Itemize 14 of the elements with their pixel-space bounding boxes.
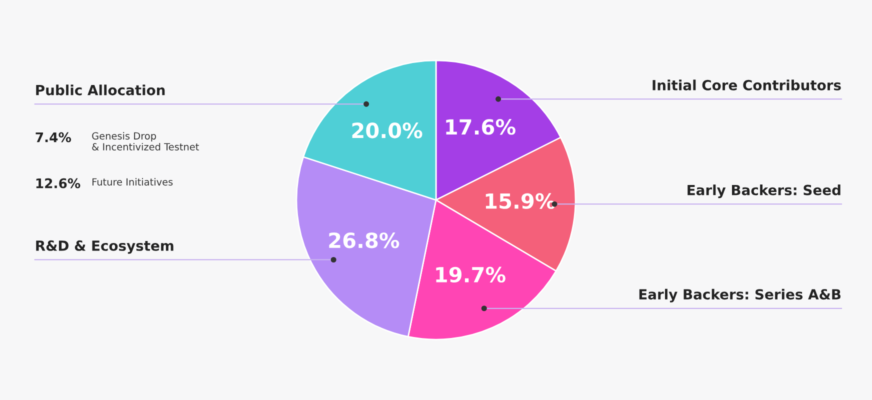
- text: Future Initiatives: [92, 178, 173, 186]
- slice-label: Initial Core Contributors: [652, 80, 841, 90]
- text: 7.4%: [36, 132, 72, 142]
- data-label: 15.9%: [486, 193, 556, 209]
- data-label: 20.0%: [352, 122, 422, 138]
- data-label: 17.6%: [446, 119, 516, 135]
- slice-label: Public Allocation: [36, 84, 165, 96]
- data-label: 26.8%: [329, 232, 400, 248]
- text: 12.6%: [36, 178, 80, 188]
- slice-label: Early Backers: Series A&B: [639, 288, 841, 302]
- data-label: 19.7%: [436, 266, 506, 283]
- slice-label: R&D & Ecosystem: [36, 240, 174, 254]
- text: Genesis Drop & Incentivized Testnet: [92, 132, 199, 150]
- slice-label: Early Backers: Seed: [688, 184, 840, 198]
